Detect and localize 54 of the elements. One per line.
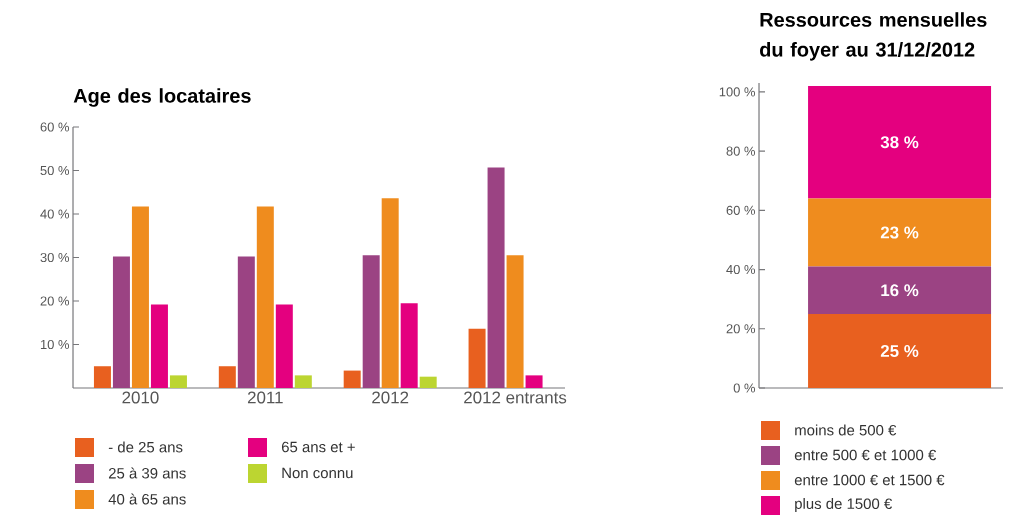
chart-title: Age des locataires bbox=[73, 88, 251, 107]
bar bbox=[381, 198, 399, 388]
bar bbox=[256, 206, 274, 388]
y-tick-label: 10 % bbox=[40, 339, 70, 350]
y-tick-label: 100 % bbox=[719, 87, 756, 97]
bar bbox=[343, 370, 361, 388]
y-tick-label: 50 % bbox=[40, 165, 70, 176]
bar bbox=[112, 256, 130, 388]
y-tick-label: 20 % bbox=[726, 324, 756, 334]
bar bbox=[93, 366, 111, 388]
y-tick-label: 40 % bbox=[726, 264, 756, 275]
legend-label: entre 500 € et 1000 € bbox=[794, 449, 937, 461]
chart-title: Ressources mensuelles du foyer au 31/12/2012 bbox=[760, 12, 987, 61]
legend-label: plus de 1500 € bbox=[795, 498, 893, 512]
legend-label: 65 ans et + bbox=[281, 441, 355, 453]
bar bbox=[275, 304, 293, 388]
x-tick-label: 2012 entrants bbox=[464, 391, 567, 404]
y-tick-label: 40 % bbox=[40, 209, 70, 219]
y-tick-label: 60 % bbox=[726, 205, 756, 215]
data-label: 25 % bbox=[880, 344, 919, 357]
bar bbox=[150, 304, 168, 388]
y-tick-label: 30 % bbox=[40, 252, 70, 263]
y-tick-label: 60 % bbox=[40, 122, 70, 132]
data-label: 23 % bbox=[880, 226, 919, 239]
legend-label: 25 à 39 ans bbox=[108, 467, 186, 479]
bar bbox=[506, 255, 524, 388]
bar bbox=[131, 206, 149, 388]
bar bbox=[400, 303, 418, 388]
bar bbox=[808, 266, 992, 314]
legend-label: Non connu bbox=[282, 467, 353, 479]
bar bbox=[362, 255, 380, 388]
bar bbox=[237, 256, 255, 388]
y-tick-label: 80 % bbox=[726, 146, 756, 156]
x-tick-label: 2011 bbox=[247, 391, 283, 404]
x-tick-label: 2012 bbox=[372, 391, 409, 404]
y-tick-label: 20 % bbox=[40, 296, 70, 306]
bar bbox=[808, 313, 992, 388]
bar bbox=[808, 85, 992, 199]
legend-label: 40 à 65 ans bbox=[108, 493, 186, 505]
legend-label: moins de 500 € bbox=[795, 424, 897, 436]
legend-label: - de 25 ans bbox=[108, 441, 183, 453]
bar bbox=[525, 375, 543, 388]
bar bbox=[294, 375, 312, 388]
x-tick-label: 2010 bbox=[122, 391, 159, 404]
data-label: 16 % bbox=[881, 284, 919, 297]
bar bbox=[808, 198, 992, 267]
data-label: 38 % bbox=[880, 136, 919, 149]
bar bbox=[468, 328, 486, 388]
y-tick-label: 0 % bbox=[733, 383, 756, 393]
bar bbox=[419, 376, 437, 388]
bar bbox=[487, 167, 505, 388]
legend-label: entre 1000 € et 1500 € bbox=[794, 474, 945, 486]
bar bbox=[218, 366, 236, 388]
bar bbox=[169, 375, 187, 388]
